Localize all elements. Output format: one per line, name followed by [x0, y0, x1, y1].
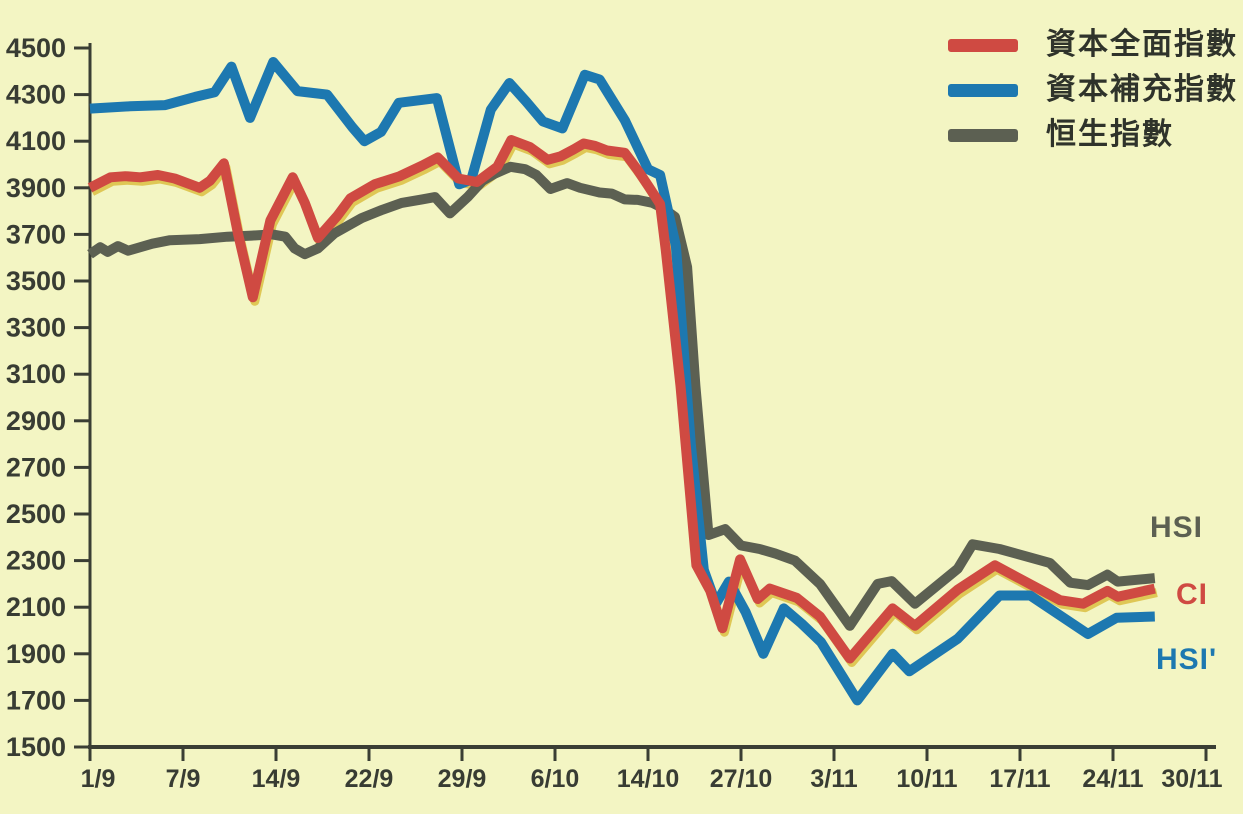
- series-ci-print-shadow: [89, 139, 1158, 667]
- y-tick-label: 1500: [6, 732, 66, 762]
- legend: 資本全面指數 資本補充指數 恒生指數: [948, 30, 1238, 150]
- series-ci-line: [87, 135, 1156, 664]
- legend-label-ci: 資本全面指數: [1046, 28, 1238, 61]
- y-tick-label: 3900: [6, 173, 66, 203]
- x-tick-label: 7/9: [166, 765, 201, 793]
- legend-label-hsi: 恒生指數: [1046, 118, 1174, 151]
- y-tick-label: 2100: [6, 592, 66, 622]
- y-tick-label: 2900: [6, 406, 66, 436]
- legend-swatch-hsi-prime: [948, 83, 1018, 97]
- legend-item-hsi-prime: 資本補充指數: [948, 75, 1238, 105]
- y-tick-label: 1900: [6, 639, 66, 669]
- legend-item-hsi: 恒生指數: [948, 120, 1238, 150]
- y-tick-label: 3100: [6, 359, 66, 389]
- legend-swatch-ci: [948, 38, 1018, 52]
- series-hsi-prime-line: [89, 57, 1155, 706]
- x-tick-label: 24/11: [1082, 765, 1143, 793]
- x-tick-label: 30/11: [1161, 765, 1222, 793]
- x-tick-label: 1/9: [81, 765, 116, 793]
- y-tick-label: 3300: [6, 313, 66, 343]
- y-tick-label: 3700: [6, 219, 66, 249]
- y-tick-label: 4100: [6, 126, 66, 156]
- x-tick-label: 14/9: [252, 765, 301, 793]
- x-tick-label: 29/9: [438, 765, 487, 793]
- y-tick-label: 2300: [6, 546, 66, 576]
- line-end-label-ci: CI: [1176, 578, 1208, 611]
- line-end-label-hsi: HSI: [1150, 511, 1204, 544]
- x-tick-label: 3/11: [810, 765, 857, 793]
- x-tick-label: 22/9: [345, 765, 394, 793]
- legend-swatch-hsi: [948, 128, 1018, 142]
- y-tick-label: 2700: [6, 452, 66, 482]
- y-tick-label: 4300: [6, 80, 66, 110]
- line-end-label-hsi-prime: HSI': [1156, 643, 1218, 676]
- x-tick-label: 10/11: [896, 765, 957, 793]
- y-tick-label: 3500: [6, 266, 66, 296]
- y-tick-label: 4500: [6, 33, 66, 63]
- x-tick-label: 27/10: [710, 765, 773, 793]
- y-tick-label: 1700: [6, 685, 66, 715]
- series-hsi-line: [87, 161, 1156, 631]
- legend-item-ci: 資本全面指數: [948, 30, 1238, 60]
- x-tick-label: 14/10: [617, 765, 680, 793]
- y-tick-label: 2500: [6, 499, 66, 529]
- x-tick-label: 6/10: [531, 765, 580, 793]
- x-tick-label: 17/11: [989, 765, 1050, 793]
- legend-label-hsi-prime: 資本補充指數: [1046, 73, 1238, 106]
